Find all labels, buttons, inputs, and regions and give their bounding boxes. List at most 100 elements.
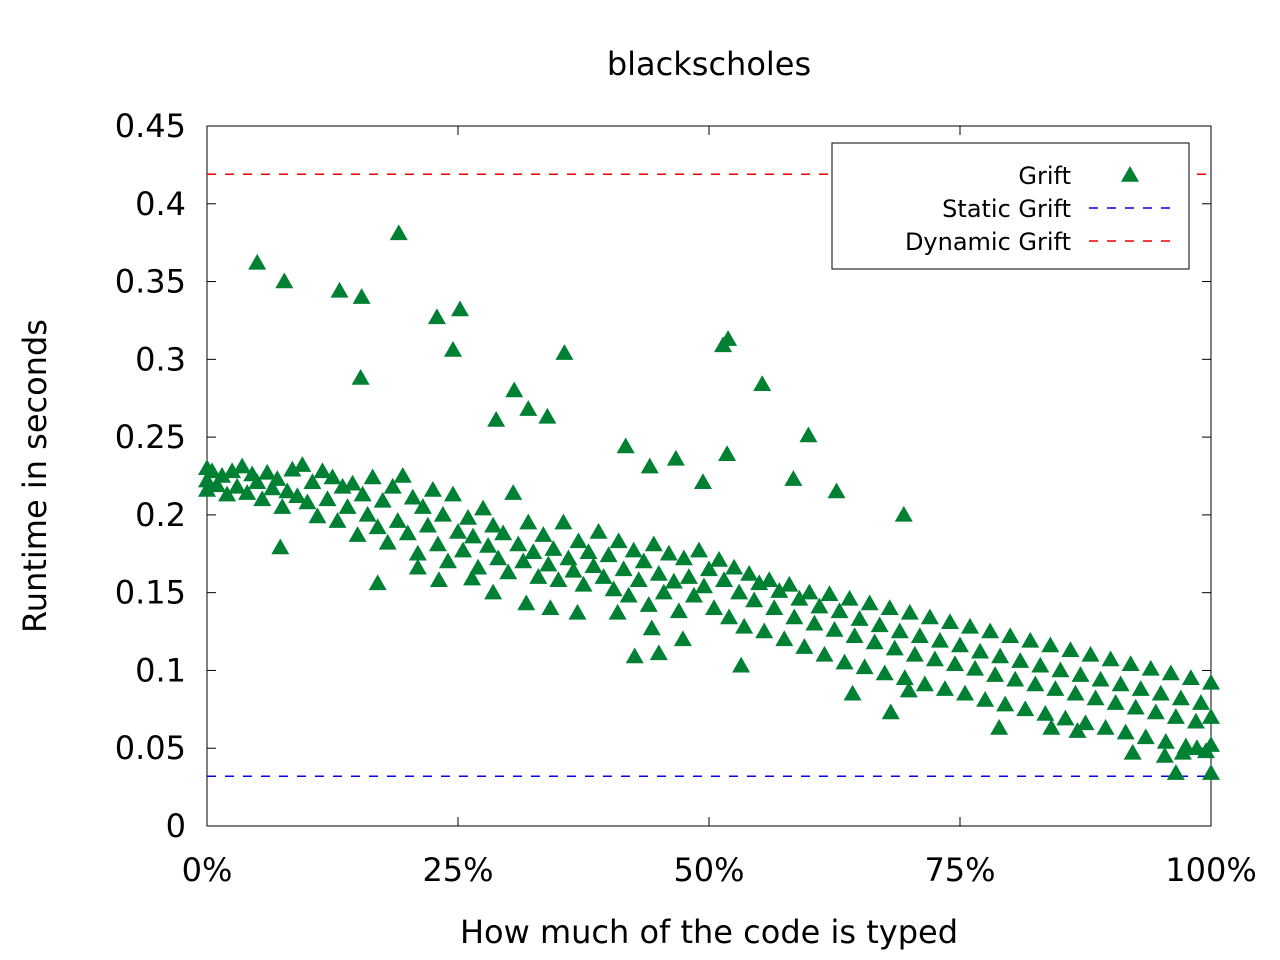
grift-point [293,456,312,472]
grift-point [584,557,603,573]
grift-point [629,571,648,587]
grift-point [1056,709,1075,726]
grift-point [238,484,257,500]
grift-point [765,599,784,615]
grift-point [945,655,964,671]
legend-label: Static Grift [942,195,1071,223]
grift-point [616,437,635,454]
legend-box [831,142,1190,270]
y-tick-label: 0.1 [135,651,186,689]
grift-point [745,591,764,608]
grift-point [1106,694,1125,710]
grift-point [564,561,583,578]
grift-point [263,479,282,496]
grift-point [464,527,483,544]
grift-point [198,471,216,488]
grift-point [423,481,442,497]
grift-point [348,526,367,542]
grift-point [474,499,493,516]
grift-point [684,586,703,603]
grift-point [248,253,267,270]
grift-point [258,463,277,480]
grift-point [1051,661,1070,678]
grift-point [784,470,803,486]
grift-point [835,653,854,670]
chart-title: blackscholes [607,45,811,83]
grift-point [1026,675,1045,692]
grift-point [1071,666,1090,682]
grift-point [905,645,924,662]
grift-point [700,560,718,577]
grift-point [1076,714,1095,731]
grift-point [815,645,834,662]
grift-point [233,457,252,474]
grift-point [971,642,990,659]
axis-ticks: 0 0.05 0.1 0.15 0.2 0.25 0.3 0.35 0.4 0.45 0% 25% 50… [115,107,1257,889]
grift-point [996,695,1015,712]
grift-point [1081,645,1100,662]
grift-point [1021,631,1040,648]
grift-point [659,544,678,561]
grift-point [248,473,267,489]
grift-point [368,518,387,535]
grift-point [840,589,859,606]
grift-point [990,719,1009,735]
grift-point [735,617,754,634]
grift-point [827,482,846,499]
grift-point [604,580,623,597]
grift-point [625,647,644,664]
grift-point [358,505,377,522]
x-tick-label: 50% [673,851,744,889]
grift-point [1146,703,1165,720]
grift-point [820,585,839,601]
grift-point [679,568,698,584]
grift-point [1187,739,1206,755]
grift-point [1042,719,1061,735]
grift-point [669,602,688,619]
grift-point [428,535,447,552]
grift-point [1202,764,1220,780]
grift-point [1116,723,1135,740]
grift-point [640,457,659,474]
grift-point [1166,708,1185,724]
grift-point [213,467,232,483]
grift-point [454,541,473,558]
grift-point [673,630,692,647]
grift-point [732,656,751,673]
grift-point [352,288,371,304]
grift-point [649,644,668,661]
grift-point [725,558,744,575]
grift-point [275,272,294,289]
x-tick-label: 25% [422,851,493,889]
y-tick-label: 0.45 [115,107,186,145]
grift-point [427,308,446,325]
grift-point [720,608,739,625]
grift-point [642,619,661,636]
grift-point [504,484,523,500]
grift-point [825,621,844,637]
grift-point [865,633,884,650]
grift-point [524,543,543,559]
grift-point [674,549,693,566]
grift-point [644,535,663,552]
grift-point [614,560,633,577]
grift-point [1101,650,1120,667]
grift-point [323,468,342,485]
grift-point [1036,705,1055,721]
grift-point [529,568,548,584]
grift-point [408,558,427,575]
grift-point [694,577,713,594]
grift-point [790,589,809,606]
grift-point [805,614,824,631]
grift-point [271,538,290,555]
grift-point [1161,664,1180,681]
grift-point [799,426,818,443]
grift-point [930,631,949,648]
grift-point [870,616,889,633]
grift-point [609,532,628,549]
grift-point [463,569,482,586]
grift-point [710,551,729,567]
grift-point [459,509,478,525]
legend-label: Dynamic Grift [905,228,1071,256]
grift-point [393,467,412,483]
